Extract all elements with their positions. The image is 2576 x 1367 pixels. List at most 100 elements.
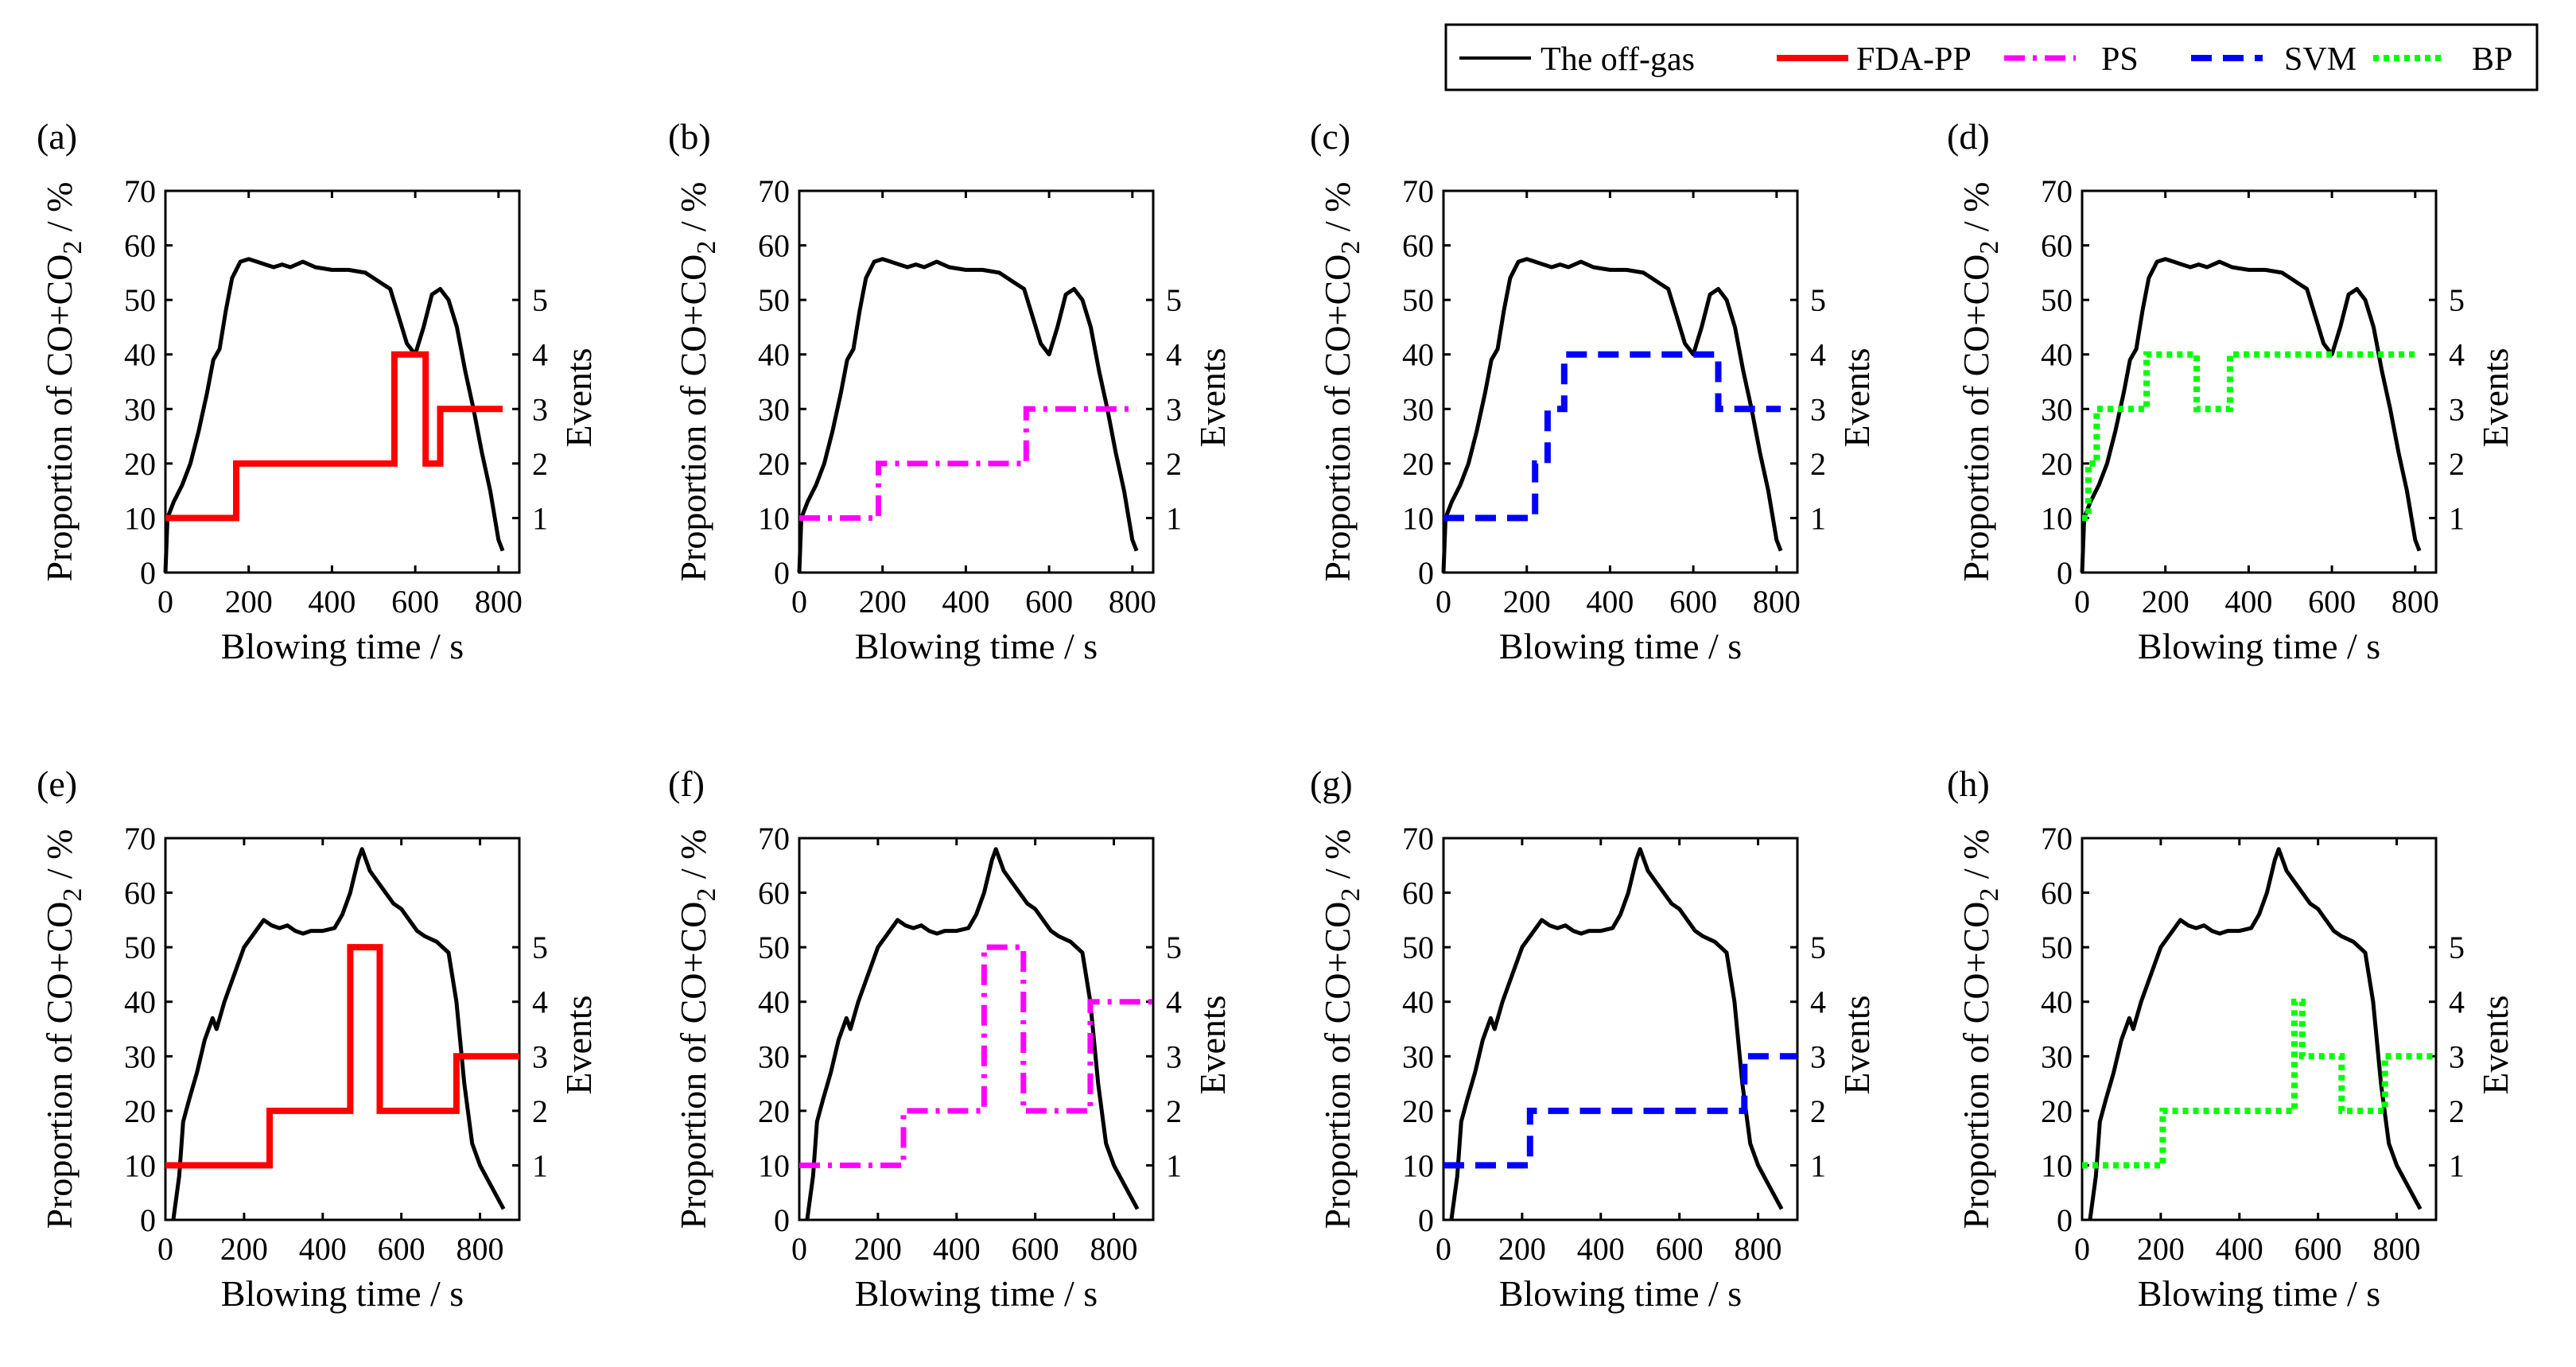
panel-h: (h) 0 200 400 600 800 0 10 20 30 40 50 60 70 1 2 3 4 5 Blow… (1947, 763, 2516, 1314)
y-tick-label: 60 (1402, 876, 1434, 911)
panel-c: (c) 0 200 400 600 800 0 10 20 30 40 50 60 70 1 2 3 4 5 Blow… (1310, 116, 1877, 666)
x-tick-label: 600 (378, 1231, 425, 1267)
y2-tick-label: 5 (1166, 282, 1182, 318)
x-tick-label: 600 (1656, 1231, 1704, 1267)
y-tick-label: 70 (2041, 173, 2073, 209)
y-tick-label: 40 (2041, 984, 2073, 1020)
panel-label: (c) (1310, 116, 1350, 157)
y2-tick-label: 2 (532, 446, 548, 482)
y-tick-label: 60 (1402, 228, 1434, 264)
axes-box (164, 837, 521, 1221)
panel-label: (e) (37, 763, 77, 804)
y-tick-label: 10 (124, 500, 156, 536)
x-tick-label: 0 (157, 584, 173, 619)
y2-tick-label: 2 (1166, 446, 1182, 482)
x-tick-label: 0 (1436, 584, 1451, 619)
y-tick-label: 70 (2041, 821, 2073, 856)
panel-a: (a) 0 200 400 600 800 0 10 20 30 40 50 60 70 1 2 3 4 5 Blow… (37, 116, 599, 666)
x-tick-label: 400 (1586, 584, 1634, 619)
y-tick-label: 30 (2041, 1039, 2073, 1074)
y2-tick-label: 3 (2449, 1039, 2465, 1074)
x-tick-label: 200 (2137, 1231, 2185, 1267)
y-tick-label: 10 (758, 1148, 790, 1183)
y2-tick-label: 1 (1810, 1148, 1826, 1183)
y2-tick-label: 1 (532, 1148, 548, 1183)
y-tick-label: 40 (124, 984, 156, 1020)
y-tick-label: 20 (1402, 446, 1434, 482)
y2-tick-label: 2 (532, 1093, 548, 1129)
y-tick-label: 40 (1402, 337, 1434, 373)
y-tick-label: 50 (1402, 282, 1434, 318)
y-tick-label: 40 (2041, 337, 2073, 373)
axes-box (2081, 837, 2438, 1221)
y2-tick-label: 5 (1810, 282, 1826, 318)
y2-axis-label: Events (558, 348, 599, 447)
x-tick-label: 400 (308, 584, 356, 619)
x-tick-label: 200 (1503, 584, 1551, 619)
y-tick-label: 30 (1402, 391, 1434, 427)
y2-tick-label: 4 (1166, 337, 1182, 373)
legend-label-2: FDA-PP (1856, 41, 1972, 78)
x-tick-label: 600 (391, 584, 439, 619)
events-series-line (1443, 351, 1781, 522)
y-tick-label: 20 (124, 1093, 156, 1129)
y2-axis-label: Events (2475, 995, 2516, 1094)
y2-tick-label: 1 (1166, 500, 1182, 536)
events-series-line (1443, 1053, 1797, 1169)
y-tick-label: 60 (2041, 876, 2073, 911)
legend-label-5: BP (2472, 41, 2512, 78)
axes-box (798, 189, 1155, 574)
offgas-series-line (805, 847, 1140, 1221)
y-tick-label: 10 (1402, 500, 1434, 536)
panel-label: (f) (668, 763, 705, 804)
y2-tick-label: 4 (2449, 984, 2465, 1020)
x-tick-label: 600 (2294, 1231, 2342, 1267)
y2-tick-label: 3 (1166, 1039, 1182, 1074)
y2-axis-label: Events (1836, 348, 1877, 447)
y2-tick-label: 4 (1810, 337, 1826, 373)
y2-tick-label: 4 (2449, 337, 2465, 373)
x-tick-label: 0 (1436, 1231, 1451, 1267)
x-tick-label: 200 (859, 584, 907, 619)
panels: (a)0 200 400 600 80001020304050607012345Blow… (37, 116, 2516, 1314)
panel-label: (b) (668, 116, 711, 157)
axes-box (1442, 837, 1799, 1221)
x-tick-label: 400 (2216, 1231, 2263, 1267)
x-tick-label: 0 (2074, 584, 2090, 619)
x-axis-label: Blowing time / s (2138, 1273, 2380, 1314)
y-tick-label: 60 (758, 228, 790, 264)
panel-label: (a) (37, 116, 77, 157)
events-series-line (2082, 998, 2436, 1169)
y-tick-label: 0 (2057, 1202, 2073, 1238)
y-tick-label: 20 (124, 446, 156, 482)
x-tick-label: 800 (1735, 1231, 1782, 1267)
x-tick-label: 400 (2224, 584, 2272, 619)
y2-tick-label: 1 (2449, 500, 2465, 536)
axes-box (798, 837, 1155, 1221)
y-tick-label: 70 (758, 821, 790, 856)
y-tick-label: 30 (124, 391, 156, 427)
x-tick-label: 400 (942, 584, 989, 619)
y-tick-label: 30 (1402, 1039, 1434, 1074)
x-axis-label: Blowing time / s (221, 626, 464, 666)
y-tick-label: 40 (1402, 984, 1434, 1020)
y-tick-label: 70 (124, 821, 156, 856)
events-series-line (2082, 351, 2418, 522)
y-tick-label: 60 (2041, 228, 2073, 264)
y-tick-label: 50 (2041, 282, 2073, 318)
y-tick-label: 10 (758, 500, 790, 536)
y2-axis-label: Events (558, 995, 599, 1094)
y-tick-label: 20 (2041, 1093, 2073, 1129)
y2-axis-label: Events (1192, 995, 1233, 1094)
y-tick-label: 50 (124, 930, 156, 965)
y-tick-label: 70 (124, 173, 156, 209)
y-tick-label: 50 (1402, 930, 1434, 965)
y2-tick-label: 3 (1166, 391, 1182, 427)
legend-label-1: The off-gas (1541, 41, 1695, 78)
x-tick-label: 0 (791, 584, 807, 619)
x-tick-label: 600 (1669, 584, 1717, 619)
y2-tick-label: 4 (532, 337, 548, 373)
offgas-series-line (1441, 257, 1783, 573)
y2-tick-label: 2 (2449, 446, 2465, 482)
x-tick-label: 200 (1498, 1231, 1546, 1267)
